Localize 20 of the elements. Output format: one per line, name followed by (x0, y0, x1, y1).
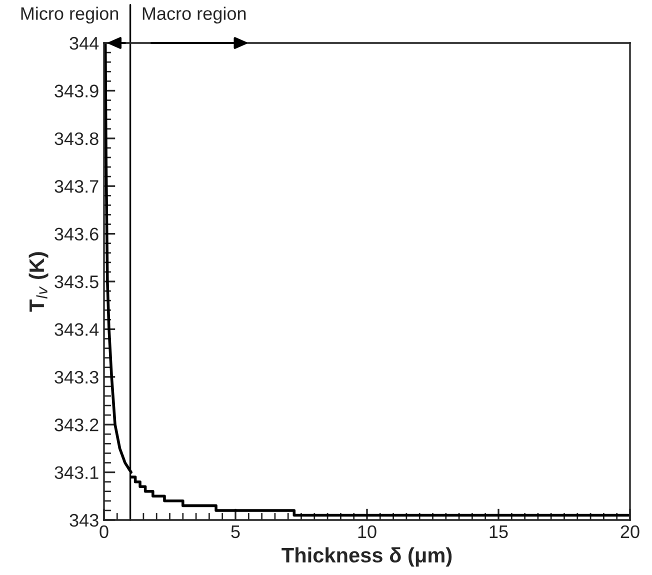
x-tick-label: 15 (490, 526, 508, 538)
x-tick-label: 20 (620, 525, 640, 538)
x-axis-title: Thickness δ (μm) (282, 547, 452, 567)
x-tick-label: 10 (358, 525, 376, 538)
y-tick-label: 343.3 (54, 370, 98, 384)
y-axis-title: T$_{lv}$ (K) (28, 252, 48, 312)
y-tick-label: 343.1 (54, 466, 98, 480)
y-tick-label: 343.5 (54, 275, 98, 288)
y-tick-label: 343.2 (54, 418, 98, 432)
x-tick-label: 0 (100, 525, 108, 538)
y-tick-label: 343.7 (54, 180, 98, 193)
y-tick-label: 343.9 (54, 84, 98, 98)
annotation: Micro region (21, 6, 118, 24)
annotation: Macro region (142, 6, 246, 24)
y-tick-label: 343 (70, 514, 98, 527)
y-tick-label: 344 (70, 36, 99, 50)
x-tick-label: 5 (231, 526, 240, 538)
y-tick-label: 343.8 (54, 132, 98, 146)
y-tick-label: 343.6 (54, 228, 98, 241)
y-tick-label: 343.4 (54, 323, 99, 336)
